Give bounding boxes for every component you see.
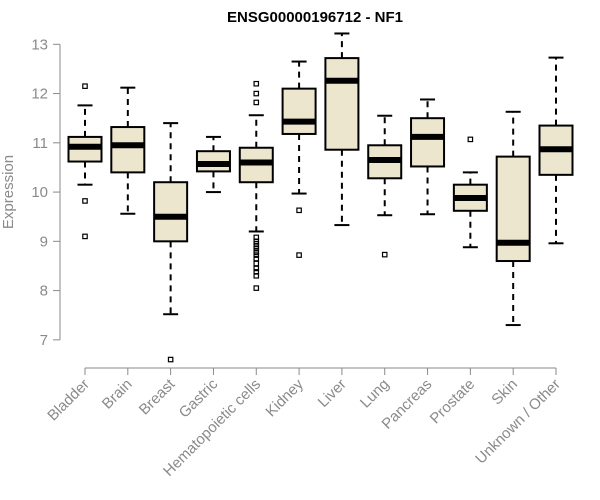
outlier-point xyxy=(253,285,260,291)
box-breast xyxy=(153,122,189,363)
outlier-point xyxy=(467,136,474,143)
box-brain xyxy=(110,86,146,215)
box-prostate xyxy=(452,136,488,249)
y-axis: 7 8 9 10 11 12 13 xyxy=(31,36,61,349)
iqr-box xyxy=(281,87,317,135)
outlier-point xyxy=(253,252,260,258)
outlier-point xyxy=(253,99,260,106)
outlier-point xyxy=(167,356,174,363)
outlier-point xyxy=(296,207,302,214)
y-tick-label: 11 xyxy=(32,135,48,152)
outlier-point xyxy=(253,245,260,252)
outlier-point xyxy=(253,260,260,267)
x-tick-label: Skin xyxy=(488,376,521,409)
outlier-point xyxy=(381,251,388,258)
outlier-point xyxy=(253,265,260,272)
box-liver xyxy=(324,32,360,227)
box-hematopoietic-cells xyxy=(238,80,274,291)
x-tick-label: Lung xyxy=(357,376,393,412)
y-tick-label: 12 xyxy=(31,86,48,103)
box-unknown-other xyxy=(538,56,574,245)
box-gastric xyxy=(195,135,231,194)
x-tick-label: Brain xyxy=(99,376,136,413)
iqr-box xyxy=(324,57,360,151)
x-tick-label: Breast xyxy=(136,375,179,418)
outlier-point xyxy=(253,90,260,97)
outlier-point xyxy=(82,83,88,89)
box-bladder xyxy=(67,83,103,240)
iqr-box xyxy=(410,117,446,168)
y-axis-label: Expression xyxy=(0,155,17,229)
box-lung xyxy=(367,114,403,258)
y-tick-label: 9 xyxy=(40,233,48,250)
chart-title: ENSG00000196712 - NF1 xyxy=(227,9,403,26)
y-tick-label: 13 xyxy=(31,36,48,53)
outlier-point xyxy=(253,273,260,279)
x-tick-label: Prostate xyxy=(427,376,479,428)
box-kidney xyxy=(281,60,317,258)
y-tick-label: 7 xyxy=(40,332,48,349)
outlier-point xyxy=(253,80,260,87)
box-pancreas xyxy=(410,98,446,216)
x-tick-label: Bladder xyxy=(44,376,93,425)
outlier-point xyxy=(82,198,88,204)
box-skin xyxy=(495,110,531,327)
y-tick-label: 8 xyxy=(40,283,48,300)
iqr-box xyxy=(153,181,189,243)
outlier-point xyxy=(253,249,260,255)
boxes-group xyxy=(67,32,574,363)
outlier-point xyxy=(296,252,302,258)
x-tick-label: Kidney xyxy=(262,375,307,420)
x-tick-label: Liver xyxy=(315,376,350,411)
iqr-box xyxy=(110,126,146,174)
outlier-point xyxy=(82,233,88,240)
y-tick-label: 10 xyxy=(31,184,48,201)
